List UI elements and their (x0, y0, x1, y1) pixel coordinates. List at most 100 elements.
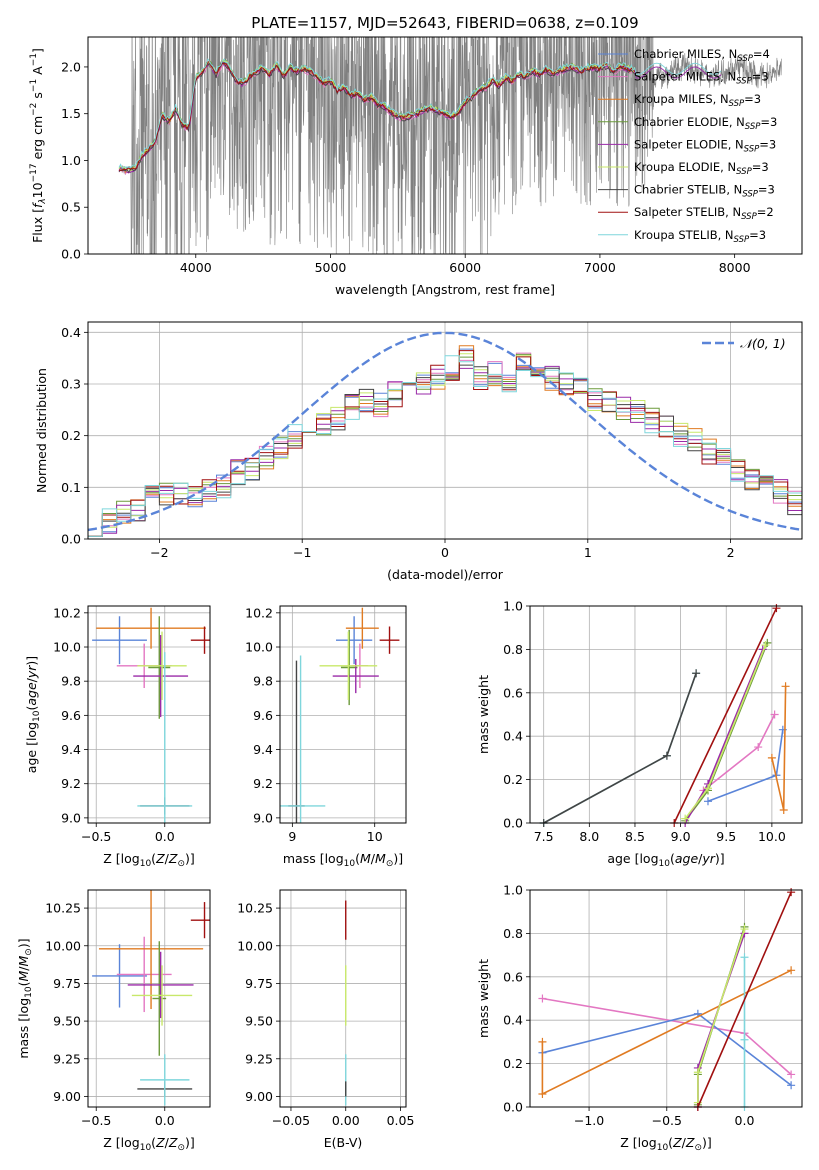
x-axis-label: wavelength [Angstrom, rest frame] (335, 282, 555, 297)
weight-marker-kroupa-elodie (740, 925, 749, 934)
weight-line-chabrier-stelib (543, 673, 697, 824)
x-tick-label: 8.0 (579, 829, 599, 844)
weight-marker-kroupa-elodie (693, 1068, 702, 1077)
x-tick-label: 9 (288, 829, 296, 844)
age-vs-metallicity-panel: −0.5 0.0 9.0 9.2 9.4 9.6 9.8 10.0 10.2 Z [log10(Z… (24, 605, 211, 869)
y-tick-label: 9.00 (245, 1089, 273, 1104)
y-tick-label: 0.4 (61, 325, 81, 340)
y-tick-label: 9.75 (245, 976, 273, 991)
x-tick-label: 0.0 (735, 1113, 755, 1128)
weight-vs-metallicity-panel: −1.0 −0.5 0.0 0.0 0.2 0.4 0.6 0.8 1.0 Z [log10(Z/… (476, 883, 803, 1153)
weight-marker-kroupa-miles (767, 753, 776, 762)
x-axis-label: Z [log10(Z/Z⊙)] (103, 851, 195, 869)
y-tick-label: 0.4 (503, 1013, 523, 1028)
weight-line-salpeter-miles (702, 714, 776, 792)
axes-frame (87, 605, 211, 824)
weight-marker-salpeter-stelib (772, 604, 781, 613)
y-tick-label: 9.50 (53, 1014, 81, 1029)
weight-marker-salpeter-miles (754, 743, 763, 752)
weight-marker-kroupa-miles (538, 1037, 547, 1046)
y-tick-label: 1.0 (503, 599, 523, 614)
x-tick-label: −0.05 (272, 1113, 310, 1128)
weight-line-salpeter-stelib (673, 607, 778, 824)
weight-marker-chabrier-miles (703, 797, 712, 806)
y-tick-label: 1.5 (61, 106, 81, 121)
x-tick-label: 0.0 (155, 1113, 175, 1128)
y-axis-label: Flux [fλ10−17 erg cm−2 s−1 A−1] (29, 48, 48, 243)
hist-step-kroupa-stelib (88, 355, 802, 537)
weight-line-kroupa-miles (771, 686, 787, 811)
y-tick-label: 9.25 (53, 1051, 81, 1066)
x-tick-label: −1 (293, 545, 311, 560)
legend-label-kroupa-elodie: Kroupa ELODIE, NSSP=3 (634, 160, 769, 177)
weight-marker-salpeter-miles (538, 994, 547, 1003)
x-tick-label: 7.5 (534, 829, 554, 844)
x-axis-label: age [log10(age/yr)] (607, 851, 724, 869)
weight-line-kroupa-stelib (543, 673, 697, 824)
legend-label-chabrier-miles: Chabrier MILES, NSSP=4 (634, 47, 770, 64)
y-axis-label: mass weight (476, 959, 491, 1038)
mass-vs-metallicity-panel: −0.5 0.0 9.00 9.25 9.50 9.75 10.00 10.25 Z [log1… (16, 889, 211, 1153)
legend-label-gaussian: 𝒩(0, 1) (740, 336, 786, 351)
x-tick-label: 0.05 (387, 1113, 415, 1128)
age-vs-mass-panel: 9 10 9.0 9.2 9.4 9.6 9.8 10.0 10.2 mass [log10(M/… (245, 605, 407, 869)
x-tick-label: 0.0 (155, 829, 175, 844)
x-tick-label: −0.5 (652, 1113, 682, 1128)
y-tick-label: 0.8 (503, 642, 523, 657)
y-tick-label: 9.0 (253, 810, 273, 825)
x-tick-label: 5000 (315, 260, 347, 275)
x-tick-label: −2 (150, 545, 168, 560)
x-tick-label: 1 (584, 545, 592, 560)
legend-label-kroupa-stelib: Kroupa STELIB, NSSP=3 (634, 228, 766, 245)
residual-histogram-panel: −2 −1 0 1 2 0.0 0.1 0.2 0.3 0.4 𝒩(0, 1) (data-model… (34, 321, 803, 582)
x-axis-label: E(B-V) (324, 1135, 363, 1150)
x-axis-label: Z [log10(Z/Z⊙)] (103, 1135, 195, 1153)
y-tick-label: 9.00 (53, 1089, 81, 1104)
weight-marker-kroupa-elodie (761, 641, 770, 650)
weight-marker-chabrier-stelib (662, 751, 671, 760)
x-tick-label: 10 (367, 829, 383, 844)
weight-marker-kroupa-miles (787, 966, 796, 975)
weight-marker-salpeter-miles (770, 710, 779, 719)
y-tick-label: 9.6 (61, 708, 81, 723)
y-tick-label: 10.00 (45, 938, 81, 953)
x-tick-label: 8.5 (625, 829, 645, 844)
y-tick-label: 10.0 (245, 640, 273, 655)
y-tick-label: 9.4 (253, 742, 273, 757)
y-tick-label: 0.3 (61, 377, 81, 392)
weight-marker-kroupa-miles (538, 1089, 547, 1098)
x-axis-label: Z [log10(Z/Z⊙)] (620, 1135, 712, 1153)
y-tick-label: 10.00 (237, 938, 273, 953)
y-tick-label: 0.4 (503, 729, 523, 744)
legend-label-salpeter-stelib: Salpeter STELIB, NSSP=2 (634, 205, 774, 222)
figure-title: PLATE=1157, MJD=52643, FIBERID=0638, z=0… (251, 14, 638, 32)
x-tick-label: −0.5 (81, 829, 111, 844)
axes-frame (87, 36, 803, 255)
x-tick-label: 2 (727, 545, 735, 560)
y-tick-label: 10.2 (53, 605, 81, 620)
y-tick-label: 0.2 (503, 772, 523, 787)
y-tick-label: 2.0 (61, 59, 81, 74)
y-tick-label: 0.0 (503, 816, 523, 831)
y-tick-label: 1.0 (503, 883, 523, 898)
y-tick-label: 9.8 (61, 674, 81, 689)
x-tick-label: 8000 (719, 260, 751, 275)
weight-marker-salpeter-stelib (787, 888, 796, 897)
y-tick-label: 10.25 (45, 901, 81, 916)
axes-frame (529, 605, 803, 824)
model-line-kroupa-stelib (118, 58, 722, 169)
y-tick-label: 9.8 (253, 674, 273, 689)
legend-label-chabrier-stelib: Chabrier STELIB, NSSP=3 (634, 183, 775, 200)
y-tick-label: 0.1 (61, 480, 81, 495)
axes-frame (87, 321, 803, 540)
x-tick-label: −1.0 (574, 1113, 604, 1128)
y-axis-label: mass weight (476, 675, 491, 754)
y-tick-label: 10.0 (53, 640, 81, 655)
weight-marker-kroupa-elodie (703, 784, 712, 793)
weight-marker-kroupa-elodie (681, 814, 690, 823)
legend-label-salpeter-miles: Salpeter MILES, NSSP=3 (634, 70, 769, 87)
y-tick-label: 0.8 (503, 926, 523, 941)
x-tick-label: 9.0 (671, 829, 691, 844)
y-tick-label: 0.2 (503, 1056, 523, 1071)
